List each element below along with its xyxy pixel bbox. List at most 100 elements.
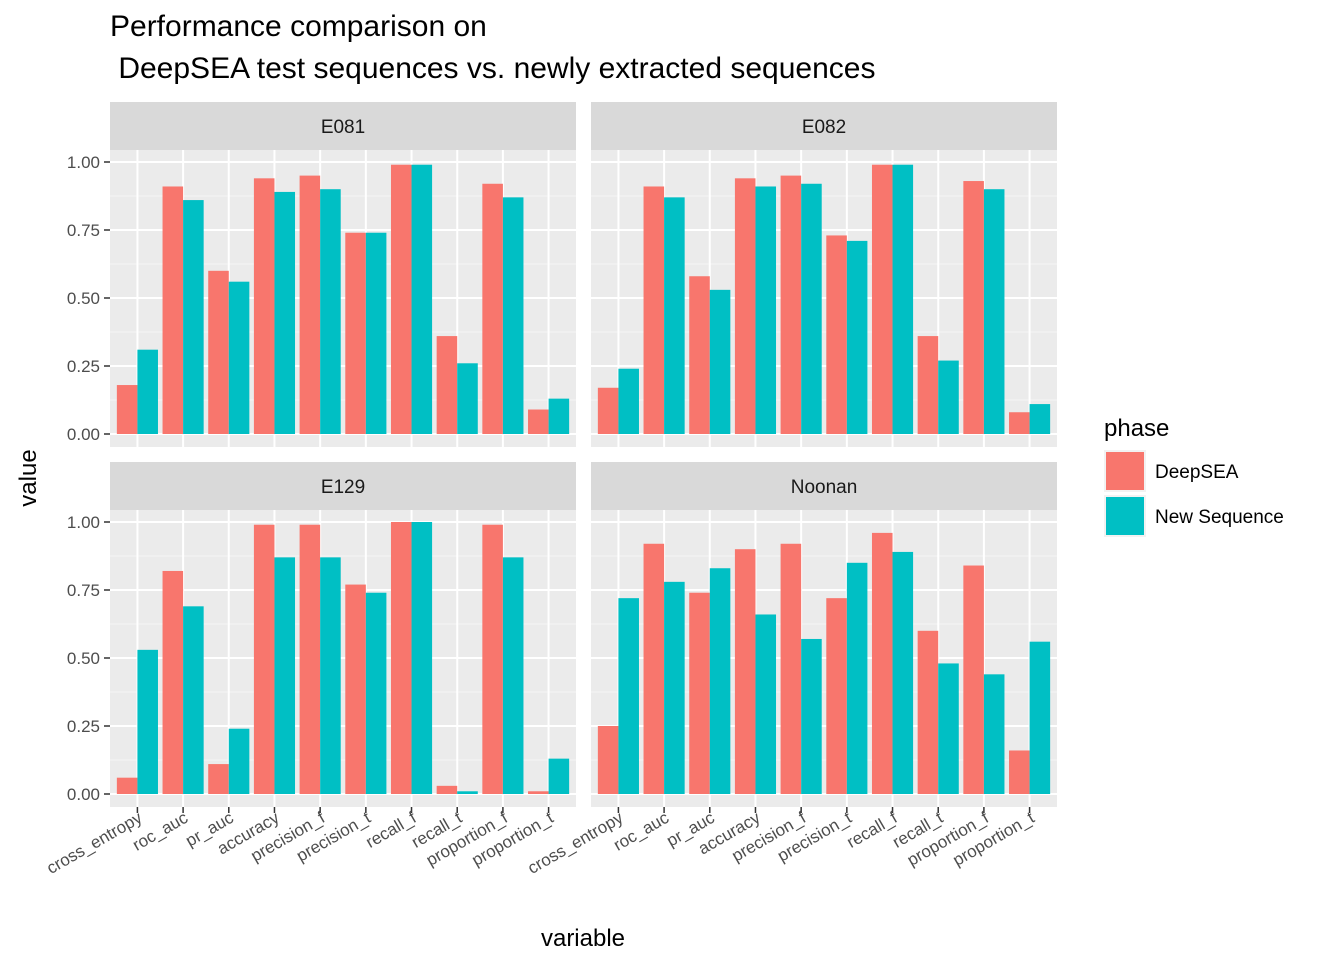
- facet-panel-e129: E1290.000.250.500.751.00cross_entropyroc…: [43, 462, 576, 878]
- bar-e081-new-sequence-precision_t: [365, 232, 387, 434]
- bar-e082-new-sequence-roc_auc: [664, 197, 685, 434]
- bar-e082-new-sequence-recall_f: [892, 164, 914, 434]
- bar-e129-new-sequence-accuracy: [274, 557, 296, 794]
- facet-strip: [591, 102, 1057, 150]
- bar-e081-new-sequence-pr_auc: [228, 281, 250, 434]
- bar-e082-deepsea-proportion_f: [963, 181, 984, 434]
- x-axis-title: variable: [541, 925, 625, 952]
- bar-noonan-new-sequence-precision_t: [846, 562, 868, 794]
- facet-strip-label: E129: [321, 477, 365, 498]
- y-tick-label: 1.00: [67, 513, 100, 532]
- bar-e081-new-sequence-precision_f: [320, 189, 341, 434]
- facet-strip: [110, 462, 576, 510]
- bar-e081-deepsea-roc_auc: [162, 186, 184, 434]
- bar-e081-deepsea-proportion_t: [528, 409, 549, 434]
- bar-e082-deepsea-accuracy: [734, 178, 756, 434]
- facet-panel-e081: E081 0.00 0.25 0.50 0.75 1.00: [67, 102, 576, 447]
- bar-e129-new-sequence-proportion_f: [502, 557, 524, 794]
- bar-e082-deepsea-recall_f: [871, 164, 893, 434]
- y-tick-label: 0.00: [67, 785, 100, 804]
- legend-key-deepsea: [1106, 452, 1144, 490]
- bar-e081-new-sequence-recall_f: [411, 164, 433, 434]
- bar-e129-new-sequence-recall_t: [457, 791, 478, 794]
- bar-e081-deepsea-pr_auc: [208, 270, 229, 434]
- facet-strip: [110, 102, 576, 150]
- bar-noonan-deepsea-cross_entropy: [597, 726, 619, 794]
- x-tick-label: cross_entropy: [43, 808, 145, 878]
- y-tick-label: 0.75: [67, 221, 100, 240]
- bar-e081-new-sequence-recall_t: [457, 363, 478, 434]
- bar-e082-deepsea-precision_t: [826, 235, 847, 434]
- bar-e129-new-sequence-pr_auc: [228, 728, 250, 794]
- bar-e129-deepsea-precision_f: [299, 524, 321, 794]
- bar-e129-deepsea-proportion_f: [482, 524, 503, 794]
- bar-noonan-deepsea-recall_f: [871, 532, 893, 794]
- bar-e082-deepsea-proportion_t: [1009, 412, 1030, 434]
- legend-label: New Sequence: [1155, 507, 1284, 528]
- title-line-1: Performance comparison on: [110, 10, 487, 43]
- bar-e082-deepsea-cross_entropy: [597, 387, 619, 434]
- bar-e081-deepsea-recall_f: [390, 164, 412, 434]
- bar-e081-deepsea-cross_entropy: [116, 385, 138, 434]
- bar-e082-new-sequence-precision_t: [846, 240, 868, 434]
- bar-e129-deepsea-cross_entropy: [116, 777, 138, 794]
- y-tick-label: 0.50: [67, 289, 100, 308]
- bar-e129-deepsea-accuracy: [253, 524, 275, 794]
- bar-e081-deepsea-precision_f: [299, 175, 321, 434]
- bar-e081-new-sequence-accuracy: [274, 191, 296, 434]
- bar-noonan-deepsea-proportion_f: [963, 565, 984, 794]
- bar-e082-deepsea-precision_f: [780, 175, 802, 434]
- bar-noonan-deepsea-pr_auc: [689, 592, 710, 794]
- bar-e082-new-sequence-proportion_t: [1029, 404, 1051, 434]
- y-tick-label: 0.25: [67, 717, 100, 736]
- bar-e129-deepsea-recall_t: [436, 785, 458, 794]
- facet-panel-e082: E082: [591, 102, 1057, 447]
- bar-e129-new-sequence-recall_f: [411, 522, 433, 794]
- y-tick-label: 0.75: [67, 581, 100, 600]
- bar-noonan-new-sequence-accuracy: [755, 614, 777, 794]
- bar-e129-deepsea-roc_auc: [162, 570, 184, 794]
- bar-e082-deepsea-recall_t: [917, 336, 939, 434]
- bar-e081-new-sequence-cross_entropy: [137, 349, 158, 434]
- x-tick-label: recall_f: [844, 808, 901, 852]
- bar-e081-deepsea-recall_t: [436, 336, 458, 434]
- bar-e082-new-sequence-precision_f: [801, 183, 822, 434]
- bar-noonan-deepsea-recall_t: [917, 630, 939, 794]
- bar-e129-new-sequence-roc_auc: [183, 606, 204, 794]
- legend: phase DeepSEA New Sequence: [1104, 415, 1284, 537]
- facet-strip-label: E082: [802, 117, 846, 138]
- bar-e081-new-sequence-roc_auc: [183, 200, 204, 434]
- facet-strip-label: Noonan: [791, 477, 858, 498]
- chart-title: Performance comparison on DeepSEA test s…: [110, 10, 875, 85]
- bar-e081-deepsea-accuracy: [253, 178, 275, 434]
- bar-e081-deepsea-precision_t: [345, 232, 366, 434]
- bar-e129-new-sequence-proportion_t: [548, 758, 570, 794]
- bar-e129-new-sequence-cross_entropy: [137, 649, 158, 794]
- bar-noonan-deepsea-precision_t: [826, 598, 847, 794]
- y-tick-label: 0.25: [67, 357, 100, 376]
- legend-title: phase: [1104, 415, 1169, 442]
- bar-e082-new-sequence-cross_entropy: [618, 368, 639, 434]
- bar-e129-deepsea-precision_t: [345, 584, 366, 794]
- bar-noonan-new-sequence-recall_t: [938, 663, 959, 794]
- bar-e081-deepsea-proportion_f: [482, 183, 503, 434]
- facet-strip: [591, 462, 1057, 510]
- y-tick-label: 0.50: [67, 649, 100, 668]
- bar-noonan-deepsea-roc_auc: [643, 543, 665, 794]
- bar-e082-new-sequence-recall_t: [938, 360, 959, 434]
- bar-e129-deepsea-pr_auc: [208, 764, 229, 794]
- legend-key-new-sequence: [1106, 497, 1144, 535]
- bar-e081-new-sequence-proportion_t: [548, 398, 570, 434]
- y-tick-label: 0.00: [67, 425, 100, 444]
- bar-e082-new-sequence-pr_auc: [709, 289, 731, 434]
- bar-noonan-new-sequence-pr_auc: [709, 568, 731, 794]
- facet-panels: E081 0.00 0.25 0.50 0.75 1.00 E082 E129 0.00 0.25…: [43, 102, 1057, 878]
- x-tick-label: recall_f: [363, 808, 420, 852]
- bar-e081-new-sequence-proportion_f: [502, 197, 524, 434]
- bar-noonan-new-sequence-proportion_f: [983, 674, 1005, 794]
- bar-noonan-new-sequence-roc_auc: [664, 581, 685, 794]
- bar-e129-deepsea-recall_f: [390, 522, 412, 794]
- bar-e082-deepsea-roc_auc: [643, 186, 665, 434]
- bar-noonan-new-sequence-proportion_t: [1029, 641, 1051, 794]
